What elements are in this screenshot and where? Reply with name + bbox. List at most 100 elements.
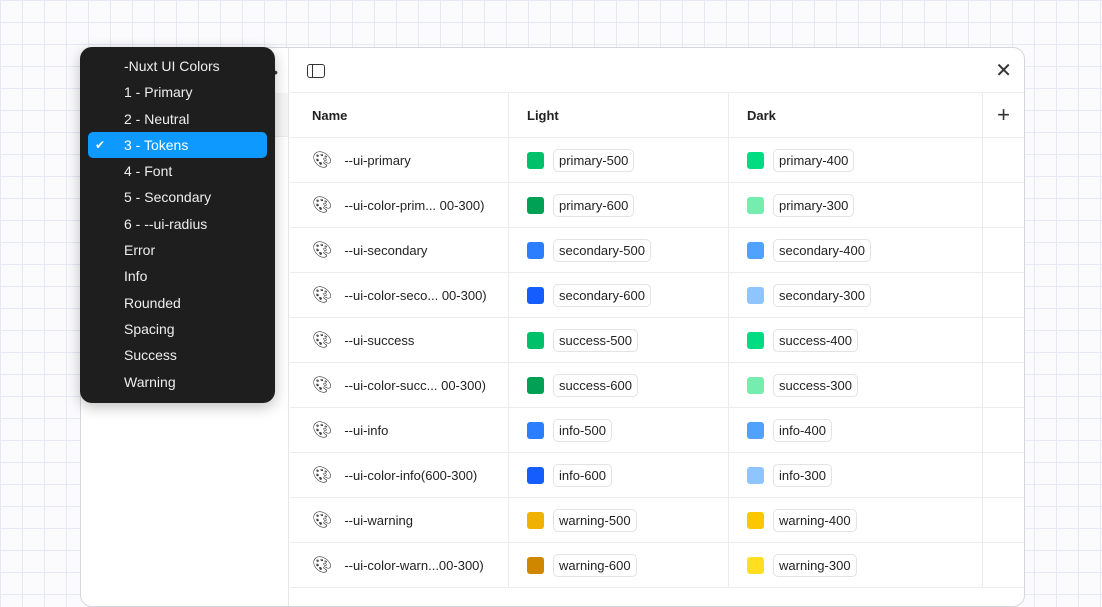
light-value-chip[interactable]: primary-600: [553, 193, 635, 217]
table-row[interactable]: 🎨︎ --ui-info info-500 info-400: [290, 408, 1024, 453]
light-cell[interactable]: info-500: [509, 408, 729, 452]
dark-swatch: [747, 466, 764, 484]
light-cell[interactable]: secondary-500: [509, 228, 729, 272]
table-row[interactable]: 🎨︎ --ui-color-seco... 00-300) secondary-60…: [290, 273, 1024, 318]
menu-item[interactable]: Warning: [88, 369, 267, 395]
light-swatch: [527, 511, 544, 529]
light-value-chip[interactable]: success-500: [553, 328, 638, 352]
menu-item-label: 3 - Tokens: [124, 136, 189, 153]
name-cell[interactable]: 🎨︎ --ui-color-seco... 00-300): [290, 273, 509, 317]
light-value-chip[interactable]: secondary-600: [553, 283, 651, 307]
table-row[interactable]: 🎨︎ --ui-color-warn...00-300) warning-600 wa…: [290, 543, 1024, 588]
name-cell[interactable]: 🎨︎ --ui-secondary: [290, 228, 509, 272]
menu-item-label: Info: [124, 268, 148, 285]
table-row[interactable]: 🎨︎ --ui-warning warning-500 warning-400: [290, 498, 1024, 543]
light-cell[interactable]: info-600: [509, 453, 729, 497]
dark-cell[interactable]: info-300: [729, 453, 983, 497]
add-column-button[interactable]: +: [997, 102, 1010, 127]
dark-value-chip[interactable]: primary-400: [773, 148, 855, 172]
dark-swatch: [747, 421, 764, 439]
menu-item[interactable]: Success: [88, 342, 267, 368]
menu-item-label: 4 - Font: [124, 163, 173, 180]
light-swatch: [527, 241, 544, 259]
empty-cell: [983, 543, 1024, 587]
menu-item[interactable]: 5 - Secondary: [88, 184, 267, 210]
name-cell[interactable]: 🎨︎ --ui-color-succ... 00-300): [290, 363, 509, 407]
sidebar-toggle-icon[interactable]: [307, 64, 325, 78]
table-row[interactable]: 🎨︎ --ui-color-prim... 00-300) primary-600 p…: [290, 183, 1024, 228]
menu-item[interactable]: 6 - --ui-radius: [88, 211, 267, 237]
menu-item-label: -Nuxt UI Colors: [124, 58, 220, 74]
menu-item[interactable]: 4 - Font: [88, 158, 267, 184]
table-row[interactable]: 🎨︎ --ui-color-succ... 00-300) success-600 s…: [290, 363, 1024, 408]
light-value-chip[interactable]: info-500: [553, 418, 612, 442]
light-value-chip[interactable]: secondary-500: [553, 238, 651, 262]
dark-cell[interactable]: success-300: [729, 363, 983, 407]
header-light[interactable]: Light: [509, 93, 729, 137]
menu-item[interactable]: ✔ 3 - Tokens: [88, 131, 267, 159]
name-cell[interactable]: 🎨︎ --ui-primary: [290, 138, 509, 182]
dark-value-chip[interactable]: success-300: [773, 373, 858, 397]
table-header: Name Light Dark +: [290, 93, 1024, 138]
light-cell[interactable]: primary-600: [509, 183, 729, 227]
header-dark[interactable]: Dark: [729, 93, 983, 137]
table-row[interactable]: 🎨︎ --ui-secondary secondary-500 secondary-4…: [290, 228, 1024, 273]
table-row[interactable]: 🎨︎ --ui-success success-500 success-400: [290, 318, 1024, 363]
dark-swatch: [747, 196, 764, 214]
dark-cell[interactable]: secondary-400: [729, 228, 983, 272]
menu-item[interactable]: Rounded: [88, 290, 267, 316]
toolbar: ✕: [290, 48, 1024, 93]
table-row[interactable]: 🎨︎ --ui-primary primary-500 primary-400: [290, 138, 1024, 183]
dark-swatch: [747, 376, 764, 394]
dark-value-chip[interactable]: warning-300: [773, 553, 857, 577]
name-cell[interactable]: 🎨︎ --ui-color-warn...00-300): [290, 543, 509, 587]
table-row[interactable]: 🎨︎ --ui-color-info(600-300) info-600 info-3…: [290, 453, 1024, 498]
menu-item[interactable]: -Nuxt UI Colors: [88, 53, 267, 79]
dark-cell[interactable]: secondary-300: [729, 273, 983, 317]
name-cell[interactable]: 🎨︎ --ui-warning: [290, 498, 509, 542]
dark-value-chip[interactable]: info-300: [773, 463, 832, 487]
dark-cell[interactable]: info-400: [729, 408, 983, 452]
light-cell[interactable]: primary-500: [509, 138, 729, 182]
light-cell[interactable]: success-600: [509, 363, 729, 407]
name-cell[interactable]: 🎨︎ --ui-success: [290, 318, 509, 362]
name-cell[interactable]: 🎨︎ --ui-color-info(600-300): [290, 453, 509, 497]
header-name[interactable]: Name: [290, 93, 509, 137]
dark-cell[interactable]: primary-400: [729, 138, 983, 182]
palette-icon: 🎨︎: [312, 197, 333, 214]
menu-item[interactable]: 2 - Neutral: [88, 106, 267, 132]
light-cell[interactable]: warning-600: [509, 543, 729, 587]
menu-item[interactable]: Error: [88, 237, 267, 263]
light-cell[interactable]: secondary-600: [509, 273, 729, 317]
light-value-chip[interactable]: info-600: [553, 463, 612, 487]
name-cell[interactable]: 🎨︎ --ui-info: [290, 408, 509, 452]
dark-value-chip[interactable]: secondary-300: [773, 283, 871, 307]
menu-item[interactable]: Spacing: [88, 316, 267, 342]
dark-value-chip[interactable]: info-400: [773, 418, 832, 442]
token-name: --ui-success: [344, 332, 415, 348]
dark-cell[interactable]: primary-300: [729, 183, 983, 227]
light-cell[interactable]: warning-500: [509, 498, 729, 542]
light-value-chip[interactable]: warning-500: [553, 508, 637, 532]
name-cell[interactable]: 🎨︎ --ui-color-prim... 00-300): [290, 183, 509, 227]
dark-value-chip[interactable]: success-400: [773, 328, 858, 352]
dark-value-chip[interactable]: warning-400: [773, 508, 857, 532]
menu-item-label: 5 - Secondary: [124, 189, 212, 206]
light-swatch: [527, 556, 544, 574]
dark-value-chip[interactable]: secondary-400: [773, 238, 871, 262]
light-cell[interactable]: success-500: [509, 318, 729, 362]
menu-item[interactable]: Info: [88, 263, 267, 289]
dark-cell[interactable]: success-400: [729, 318, 983, 362]
dark-cell[interactable]: warning-300: [729, 543, 983, 587]
light-value-chip[interactable]: primary-500: [553, 148, 635, 172]
dark-cell[interactable]: warning-400: [729, 498, 983, 542]
token-name: --ui-secondary: [344, 242, 428, 258]
light-value-chip[interactable]: success-600: [553, 373, 638, 397]
palette-icon: 🎨︎: [312, 422, 333, 439]
dark-value-chip[interactable]: primary-300: [773, 193, 855, 217]
menu-item-label: Warning: [124, 373, 176, 390]
menu-item[interactable]: 1 - Primary: [88, 79, 267, 105]
light-value-chip[interactable]: warning-600: [553, 553, 637, 577]
token-name: --ui-color-seco... 00-300): [344, 287, 487, 303]
close-icon[interactable]: ✕: [995, 60, 1012, 82]
